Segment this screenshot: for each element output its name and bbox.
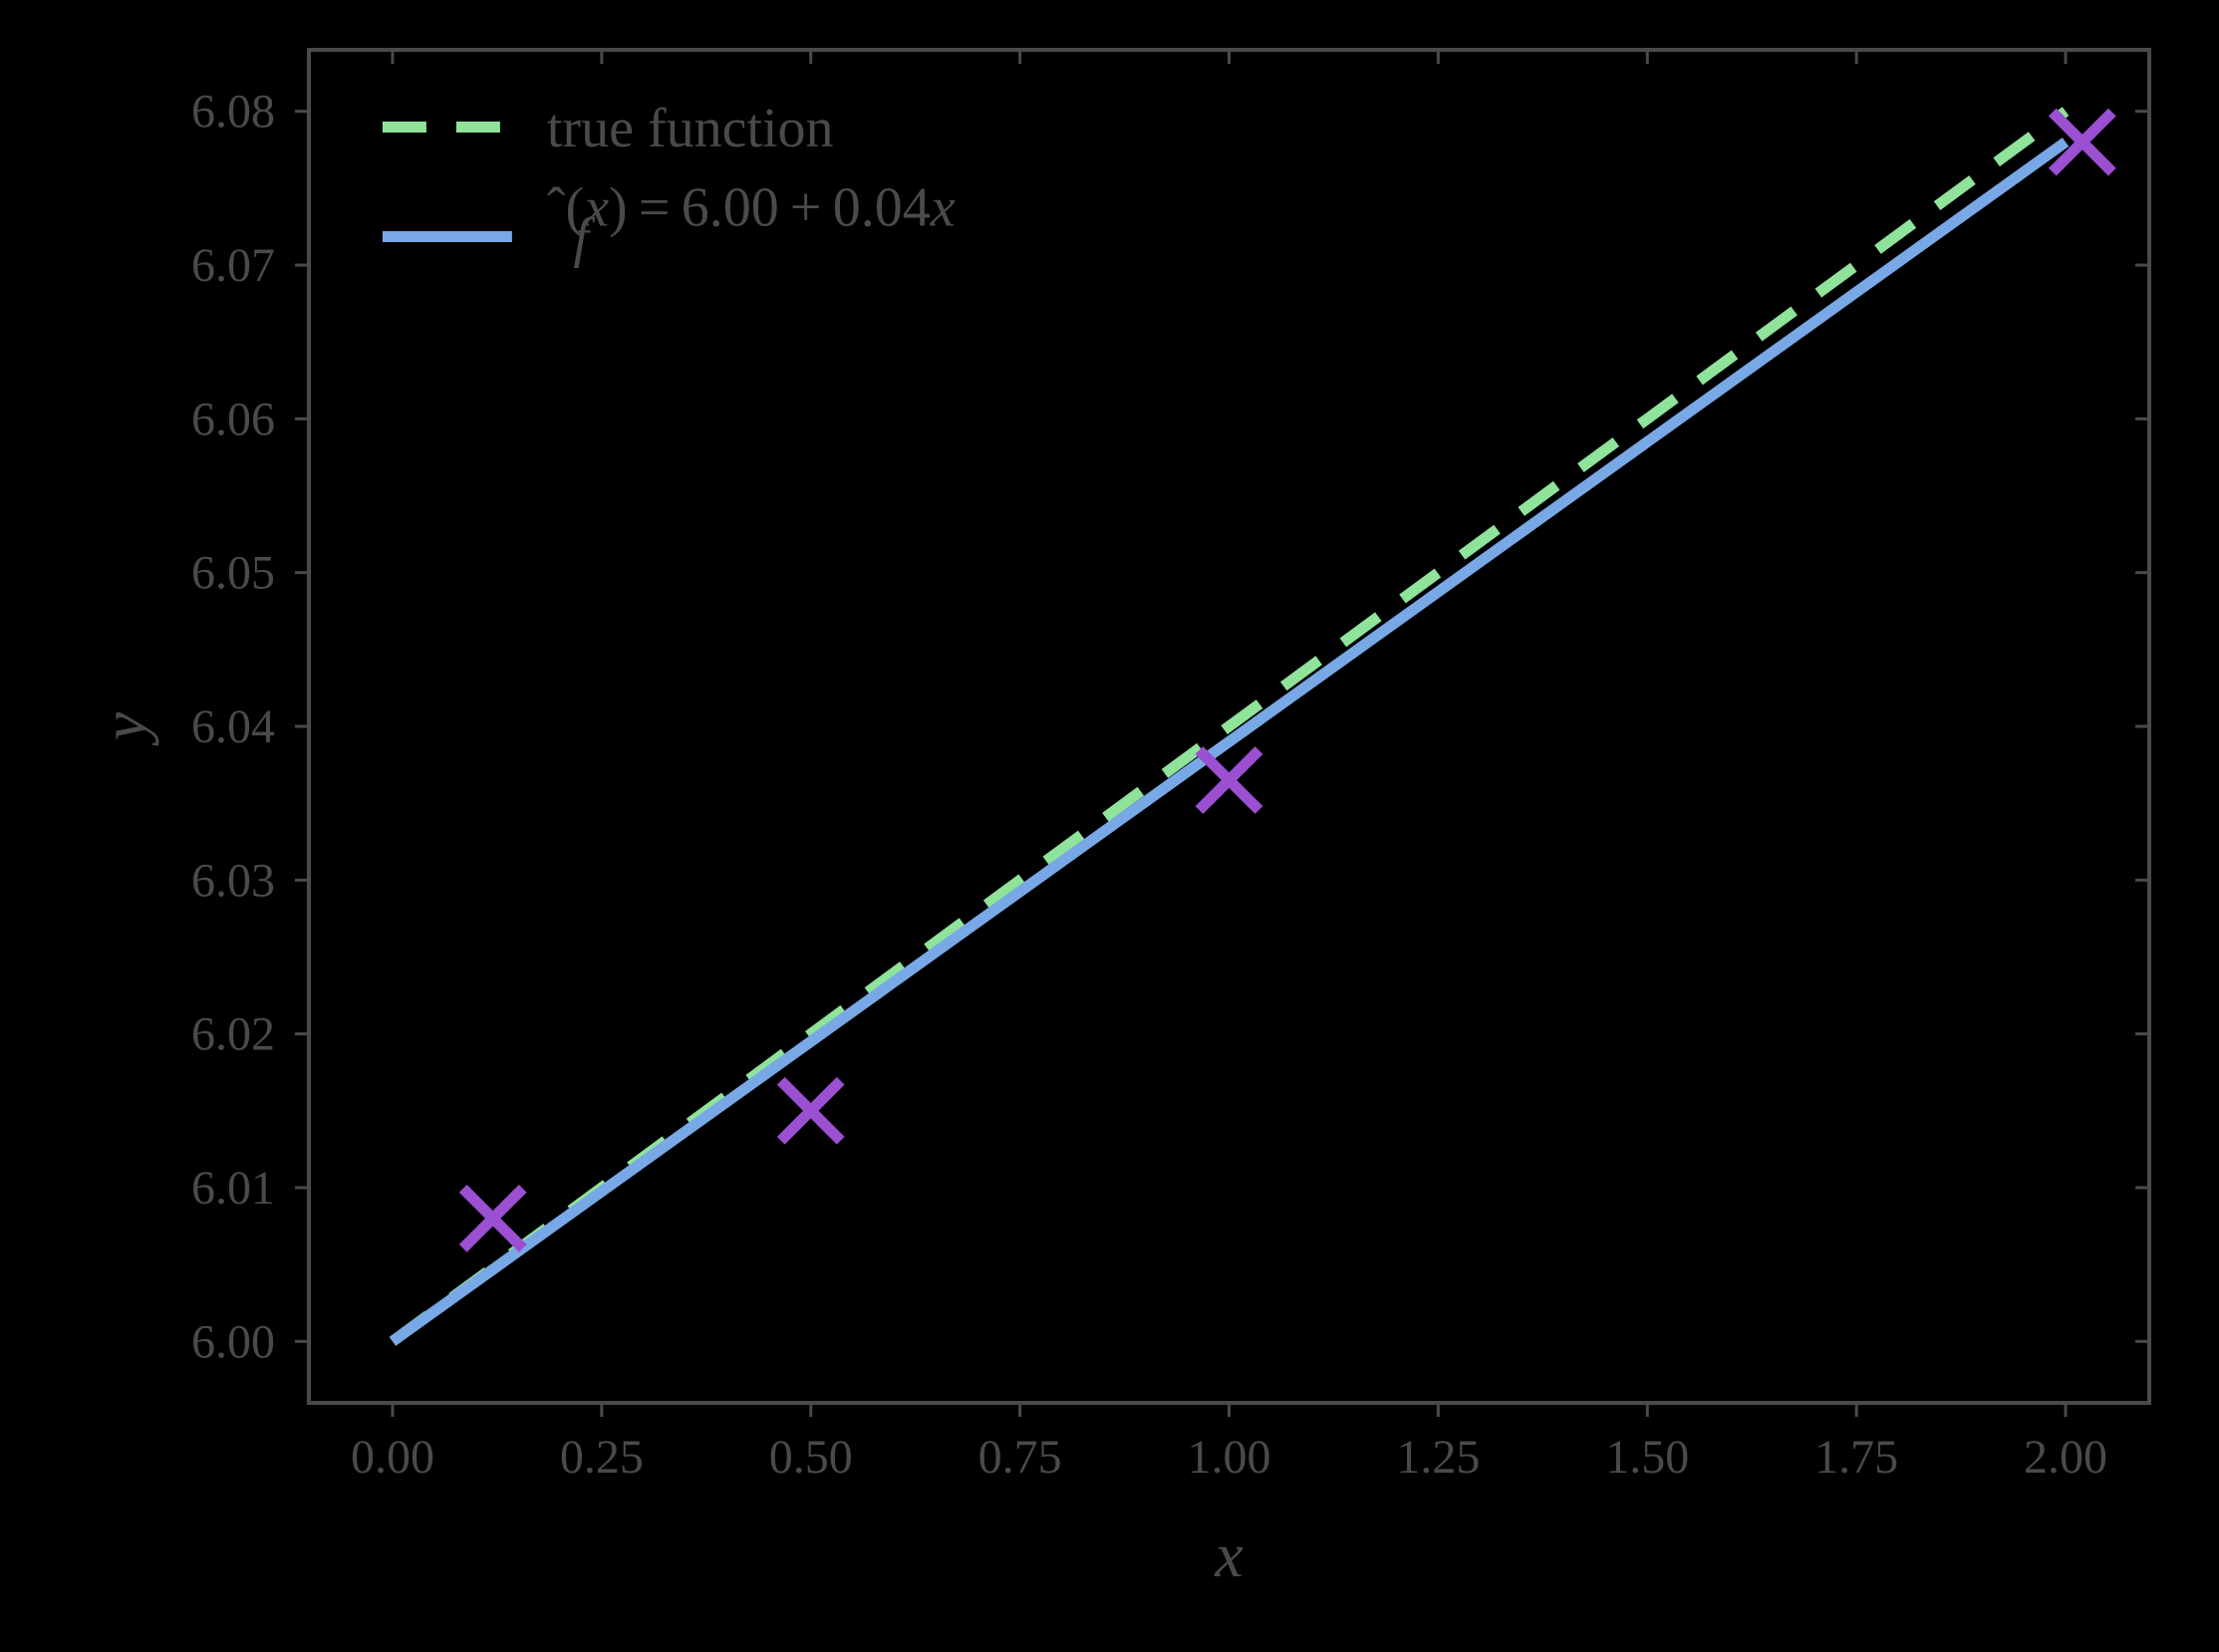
y-tick-label: 6.00 <box>191 1315 275 1368</box>
x-tick-label: 0.75 <box>978 1431 1062 1484</box>
y-tick-label: 6.07 <box>191 239 275 292</box>
y-tick-label: 6.05 <box>191 547 275 600</box>
x-tick-label: 1.75 <box>1814 1431 1898 1484</box>
x-tick-label: 1.50 <box>1605 1431 1689 1484</box>
y-tick-label: 6.03 <box>191 854 275 907</box>
x-tick-label: 2.00 <box>2024 1431 2107 1484</box>
line-scatter-chart: 0.00 0.25 0.50 0.75 1.00 1.25 1.50 1.75 2.00 x 6.0… <box>0 0 2219 1652</box>
y-tick-label: 6.08 <box>191 86 275 138</box>
x-tick-label: 0.50 <box>769 1431 853 1484</box>
y-tick-label: 6.04 <box>191 700 275 753</box>
x-axis-label: x <box>1214 1519 1243 1590</box>
y-tick-label: 6.06 <box>191 393 275 445</box>
y-tick-label: 6.01 <box>191 1162 275 1215</box>
x-tick-label: 1.25 <box>1396 1431 1480 1484</box>
x-tick-label: 1.00 <box>1188 1431 1271 1484</box>
x-tick-label: 0.25 <box>560 1431 644 1484</box>
legend-label-true: true function <box>547 98 834 159</box>
y-tick-label: 6.02 <box>191 1008 275 1061</box>
x-tick-label: 0.00 <box>351 1431 434 1484</box>
y-axis-label: y <box>89 711 159 746</box>
